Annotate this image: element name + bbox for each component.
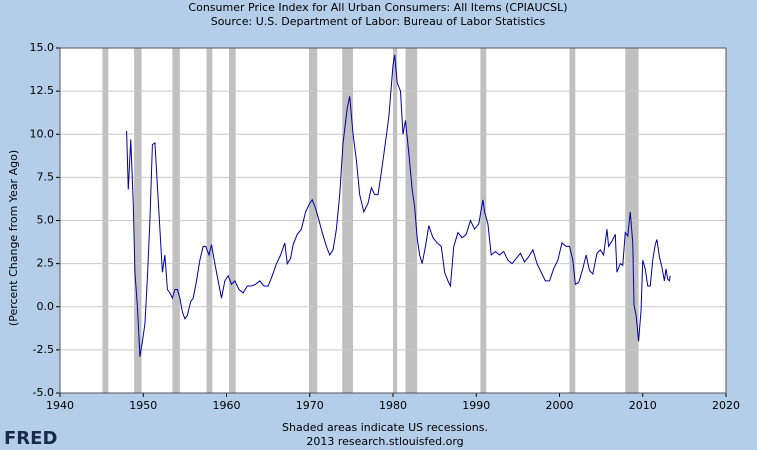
y-tick-label: -2.5: [33, 343, 54, 356]
x-tick-label: 1970: [296, 399, 324, 412]
x-tick-label: 1990: [462, 399, 490, 412]
y-tick-label: 2.5: [37, 257, 55, 270]
logo: FRED: [4, 428, 57, 449]
x-tick-label: 1950: [129, 399, 157, 412]
x-tick-label: 2010: [629, 399, 657, 412]
y-tick-label: -5.0: [33, 386, 54, 399]
chart-title: Consumer Price Index for All Urban Consu…: [188, 1, 567, 14]
x-tick-label: 1960: [213, 399, 241, 412]
y-axis-label: (Percent Change from Year Ago): [7, 150, 20, 326]
y-tick-label: 5.0: [37, 214, 55, 227]
plot-border: [59, 47, 727, 394]
footnote: Shaded areas indicate US recessions.: [282, 421, 488, 434]
x-tick-label: 1940: [46, 399, 74, 412]
y-tick-label: 15.0: [30, 41, 55, 54]
y-tick-label: 7.5: [37, 170, 55, 183]
x-tick-label: 1980: [379, 399, 407, 412]
chart-subtitle: Source: U.S. Department of Labor: Bureau…: [211, 15, 546, 28]
x-tick-label: 2020: [712, 399, 740, 412]
data-line: [126, 54, 671, 357]
source-line: 2013 research.stlouisfed.org: [306, 435, 463, 448]
x-tick-label: 2000: [546, 399, 574, 412]
y-tick-label: 10.0: [30, 127, 55, 140]
y-tick-label: 12.5: [30, 84, 55, 97]
y-tick-label: 0.0: [37, 300, 55, 313]
